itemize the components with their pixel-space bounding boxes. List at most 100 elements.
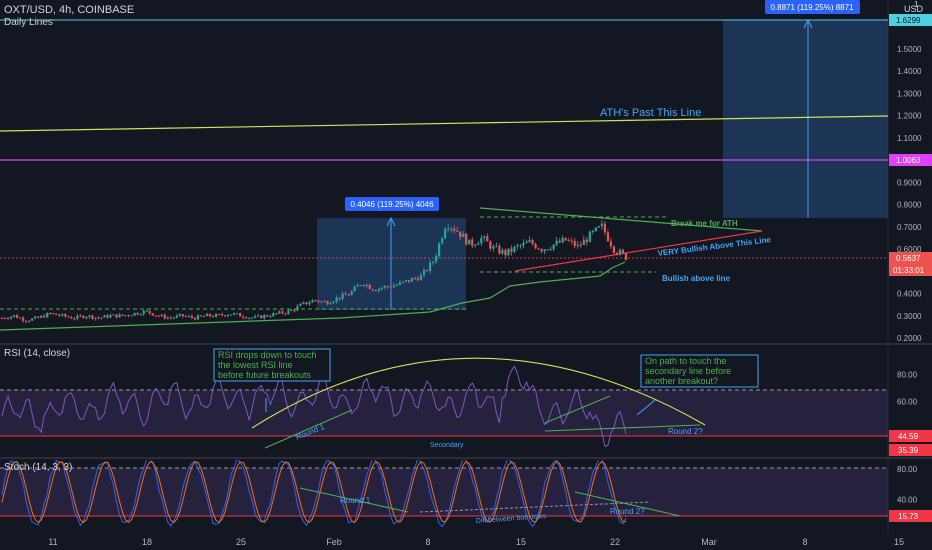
- candle-body: [91, 315, 94, 319]
- stoch-title[interactable]: Stoch (14, 3, 3): [4, 462, 73, 473]
- candle-body: [594, 227, 597, 231]
- candle-body: [383, 286, 386, 288]
- rsi-arc[interactable]: [251, 357, 706, 429]
- candle-body: [447, 228, 450, 230]
- measure-box-top[interactable]: [723, 20, 888, 218]
- candle-body: [314, 300, 317, 302]
- candle-body: [190, 316, 194, 318]
- candle-body: [6, 318, 10, 320]
- study-title[interactable]: Daily Lines: [4, 17, 53, 28]
- candle-body: [52, 313, 55, 315]
- rsi-title[interactable]: RSI (14, close): [4, 348, 71, 359]
- time-tick-label: 8: [425, 537, 430, 547]
- price-tick-label: 1.2000: [897, 112, 922, 121]
- candle-body: [498, 246, 501, 254]
- candle-body: [202, 315, 206, 317]
- candle-body: [293, 310, 296, 312]
- candle-body: [226, 314, 230, 317]
- rsi-tick-label: 60.00: [897, 398, 918, 407]
- symbol-title[interactable]: OXT/USD, 4h, COINBASE: [4, 4, 135, 16]
- rsi-round1-line[interactable]: [264, 409, 353, 449]
- candle-body: [401, 281, 405, 283]
- rsi-tick-label: 80.00: [897, 370, 918, 379]
- price-tick-label: 1.5000: [897, 45, 922, 54]
- candle-body: [456, 230, 459, 232]
- rsi-callout-1[interactable]: [213, 348, 331, 382]
- stoch-diff-line[interactable]: [419, 501, 651, 513]
- countdown-badge: 01:33:01: [893, 266, 925, 275]
- time-tick-label: 15: [894, 537, 904, 547]
- price-scale[interactable]: 1.50001.40001.30001.20001.10001.00000.90…: [897, 45, 922, 343]
- candle-body: [184, 316, 187, 318]
- candle-body: [519, 245, 522, 247]
- candle-body: [242, 316, 245, 318]
- candle-body: [416, 278, 420, 281]
- candle-body: [489, 241, 492, 249]
- price-tick-label: 1.4000: [897, 67, 922, 76]
- price-tick-label: 0.4000: [897, 290, 922, 299]
- price-tick-label: 0.9000: [897, 178, 922, 187]
- candle-body: [591, 230, 594, 232]
- candle-body: [3, 318, 7, 320]
- candle-body: [278, 311, 281, 314]
- candle-body: [85, 316, 88, 319]
- measure-arrowhead-mid: [386, 216, 396, 227]
- candle-body: [9, 316, 13, 319]
- candle-body: [257, 315, 260, 317]
- ath-badge: 1.6299: [896, 16, 921, 25]
- stoch-round1-line[interactable]: [299, 487, 409, 513]
- stoch-badges: 15.73: [889, 510, 932, 522]
- candle-body: [404, 280, 408, 282]
- time-axis[interactable]: 11 18 25 Feb 8 15 22 Mar 8 15: [48, 537, 904, 547]
- candle-body: [513, 246, 516, 252]
- candle-body: [130, 315, 133, 317]
- candle-body: [254, 316, 257, 318]
- time-tick-label: 8: [802, 537, 807, 547]
- candle-body: [127, 315, 130, 317]
- candle-body: [151, 313, 154, 316]
- support-staircase[interactable]: [339, 261, 626, 319]
- candle-body: [359, 285, 362, 287]
- candle-body: [579, 244, 582, 246]
- candle-body: [160, 314, 163, 317]
- rsi-scale[interactable]: 80.00 60.00: [897, 370, 918, 406]
- candle-body: [73, 318, 76, 320]
- stoch-round2-line[interactable]: [574, 491, 681, 517]
- candle-body: [441, 238, 444, 244]
- candle-body: [145, 310, 148, 312]
- candle-body: [169, 317, 172, 319]
- candle-body: [275, 313, 278, 315]
- candle-body: [70, 317, 73, 319]
- stoch-scale[interactable]: 80.00 40.00: [897, 465, 918, 504]
- candle-body: [269, 316, 272, 318]
- yellow-trendline[interactable]: [0, 115, 888, 132]
- candle-body: [543, 249, 546, 252]
- rsi-round2-lower[interactable]: [544, 424, 701, 432]
- candle-body: [624, 253, 628, 260]
- candle-body: [380, 287, 383, 289]
- candle-body: [474, 244, 477, 246]
- candle-body: [46, 312, 49, 318]
- candle-body: [612, 246, 616, 253]
- price-tick-label: 0.3000: [897, 312, 922, 321]
- candle-body: [136, 312, 139, 315]
- price-tick-label: 1.3000: [897, 89, 922, 98]
- triangle-upper[interactable]: [479, 207, 763, 232]
- candle-body: [540, 249, 543, 252]
- candle-body: [124, 315, 127, 317]
- stoch-round2-label: Round 2?: [610, 507, 645, 516]
- rsi-callout-2[interactable]: [640, 354, 759, 388]
- rsi-round2-upper[interactable]: [544, 395, 611, 424]
- candle-body: [266, 315, 269, 317]
- time-tick-label: 18: [142, 537, 152, 547]
- triangle-red[interactable]: [514, 230, 763, 272]
- support-trendline[interactable]: [0, 317, 341, 331]
- candle-body: [272, 313, 275, 317]
- candle-body: [552, 244, 555, 250]
- stoch-band: [0, 468, 888, 516]
- candle-body: [236, 313, 239, 315]
- candle-body: [178, 314, 181, 316]
- price-badges: 1.6299 1.0063 0.5637 01:33:01: [889, 14, 932, 276]
- candle-body: [329, 303, 332, 305]
- time-tick-label: Feb: [326, 537, 342, 547]
